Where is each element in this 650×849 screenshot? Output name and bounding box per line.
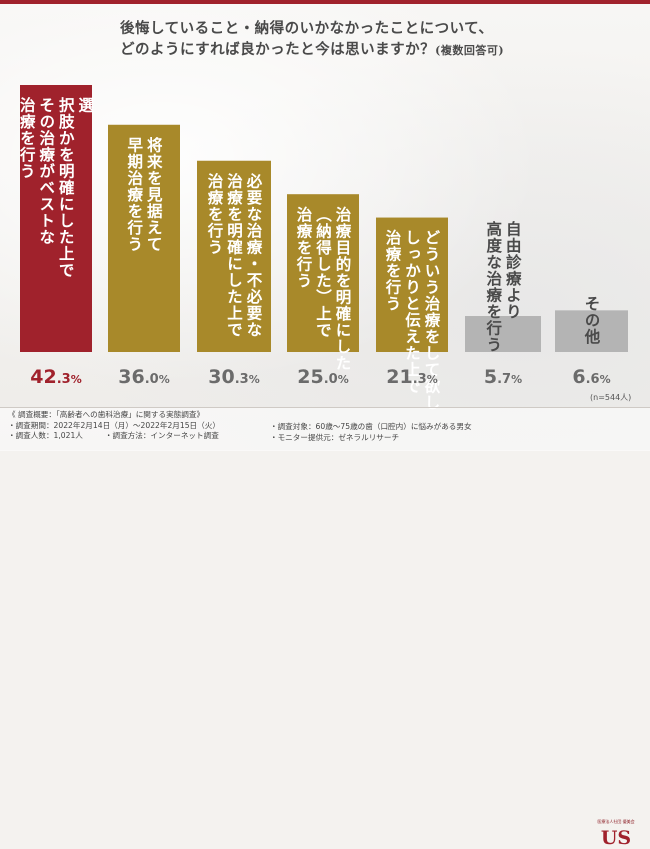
bar-1	[20, 85, 92, 352]
footer-period: ・調査期間：2022年2月14日（月）～2022年2月15日（火）	[8, 420, 220, 430]
bar-label-line: 必要な治療・不必要な	[245, 171, 264, 337]
logo-small-text: 医療法人社団 優美会	[597, 819, 635, 824]
footer-left: 《 調査概要：「高齢者への歯科治療」に関する実態調査》 ・調査期間：2022年2…	[8, 410, 241, 442]
title-line-2-main: どのようにすれば良かったと今は思いますか？	[120, 41, 436, 58]
bar-label-line: 自由診療より	[504, 220, 522, 320]
survey-footer: 《 調査概要：「高齢者への歯科治療」に関する実態調査》 ・調査期間：2022年2…	[0, 407, 650, 848]
bar-2	[108, 124, 180, 352]
bar-label-line: 治療を行う	[295, 205, 314, 289]
bar-label-7: その他	[583, 295, 602, 345]
logo-big-text: US	[600, 826, 632, 849]
bar-label-line: 治療を明確にした上で	[225, 171, 243, 337]
footer-target: ・調査対象：60歳～75歳の歯（口腔内）に悩みがある男女	[270, 422, 472, 431]
bar-chart: 選択肢かを明確にした上でその治療がベストな治療を行う42.3%将来を見据えて早期…	[18, 85, 628, 410]
bar-5	[376, 217, 448, 352]
footer-method: ・調査方法：インターネット調査	[104, 431, 219, 440]
footer-heading: 《 調査概要：「高齢者への歯科治療」に関する実態調査》	[8, 410, 205, 419]
bar-label-line: その治療がベストな	[37, 97, 55, 246]
bar-label-line: 高度な治療を行う	[484, 220, 503, 353]
footer-provider: ・モニター提供元：ゼネラルリサーチ	[270, 432, 400, 442]
bar-label-line: 択肢かを明確にした上で	[57, 96, 75, 279]
footer-people: ・調査人数：1,021人	[8, 431, 83, 440]
bar-label-line: しっかりと伝えた上で	[403, 230, 421, 395]
value-label-4: 25.0%	[297, 366, 348, 388]
value-label-3: 30.3%	[208, 366, 259, 388]
bar-3	[197, 160, 271, 352]
bar-label-line: 早期治療を行う	[125, 136, 144, 252]
footer-right: ・調査対象：60歳～75歳の歯（口腔内）に悩みがある男女 ・モニター提供元：ゼネ…	[270, 422, 472, 443]
value-label-5: 21.3%	[386, 366, 437, 388]
value-label-6: 5.7%	[484, 366, 522, 388]
title-line-1: 後悔していること・納得のいかなかったことについて、	[120, 20, 494, 37]
bar-label-line: 将来を見据えて	[145, 135, 164, 252]
chart-title: 後悔していること・納得のいかなかったことについて、 どのようにすれば良かったと今…	[120, 18, 620, 61]
top-accent-line	[0, 0, 650, 4]
bar-4	[287, 194, 359, 352]
clinic-logo: 医療法人社団 優美会 US	[588, 817, 644, 848]
bar-label-line: 選	[76, 97, 94, 114]
bar-7	[555, 310, 628, 352]
footer-row-3: ・調査人数：1,021人 ・調査方法：インターネット調査	[8, 431, 241, 442]
bar-label-line: （納得した）上で	[314, 206, 333, 338]
bar-label-line: 治療目的を明確にした	[334, 205, 352, 371]
title-line-2: どのようにすれば良かったと今は思いますか？(複数回答可)	[120, 39, 620, 61]
bar-label-line: 治療を行う	[206, 171, 225, 255]
title-suffix: (複数回答可)	[435, 44, 505, 57]
bar-label-line: どういう治療をして欲しいか	[423, 229, 442, 410]
value-label-1: 42.3%	[30, 366, 81, 388]
value-label-2: 36.0%	[118, 366, 169, 388]
bar-6	[465, 316, 541, 352]
bar-label-line: 治療を行う	[18, 96, 37, 180]
bar-label-line: 治療を行う	[384, 228, 403, 312]
bar-label-line: その他	[583, 295, 602, 345]
sample-size-note: (n=544人)	[590, 393, 632, 402]
value-label-7: 6.6%	[572, 366, 610, 388]
